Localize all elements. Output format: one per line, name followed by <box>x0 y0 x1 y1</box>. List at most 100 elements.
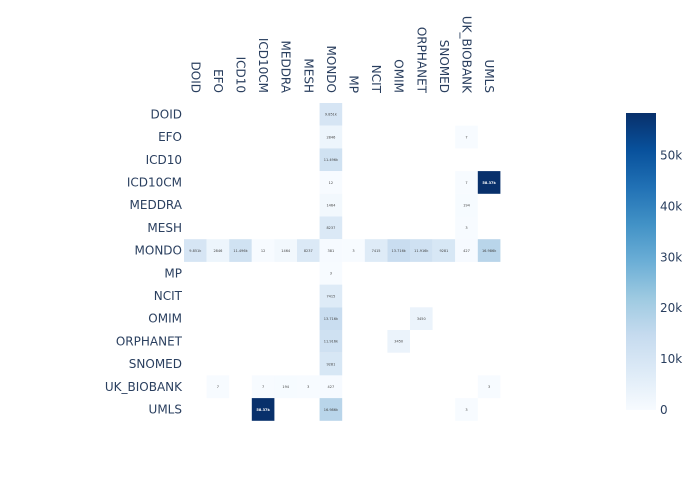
heatmap-cell-mp-mondo[interactable] <box>319 261 343 285</box>
heatmap-cell-efo-mondo[interactable] <box>319 125 343 149</box>
heatmap-cell-icd10cm-umls[interactable] <box>477 171 501 194</box>
heatmap-cell-mondo-mp[interactable] <box>342 239 365 262</box>
cell-value-label: 427 <box>463 249 470 253</box>
heatmap-cell-mondo-efo[interactable] <box>206 239 230 262</box>
heatmap-cell-mondo-uk-biobank[interactable] <box>455 239 478 262</box>
heatmap-cell-doid-mondo[interactable] <box>319 103 343 126</box>
heatmap-cell-omim-orphanet[interactable] <box>410 307 433 330</box>
x-tick-mesh: MESH <box>301 58 315 93</box>
y-tick-doid: DOID <box>151 107 182 121</box>
cell-value-label: 3450 <box>394 340 403 344</box>
heatmap-cell-umls-icd10cm[interactable] <box>251 398 275 421</box>
heatmap-cell-mondo-umls[interactable] <box>477 239 501 262</box>
y-tick-mesh: MESH <box>147 221 182 235</box>
cell-value-label: 7 <box>262 385 264 389</box>
cell-value-label: 3 <box>330 272 332 276</box>
heatmap-cell-uk-biobank-efo[interactable] <box>206 375 230 399</box>
heatmap-cell-orphanet-omim[interactable] <box>387 330 410 353</box>
heatmap-cell-mondo-mesh[interactable] <box>297 239 320 262</box>
heatmap-cell-ncit-mondo[interactable] <box>319 284 343 308</box>
x-tick-omim: OMIM <box>392 59 406 93</box>
cell-value-label: 16.986k <box>324 408 339 412</box>
x-axis: DOID EFO ICD10 ICD10CM MEDDRA MESH MONDO MP NCIT… <box>188 16 496 94</box>
heatmap-cell-uk-biobank-icd10cm[interactable] <box>251 375 275 399</box>
colorbar-tick-20k: 20k <box>660 301 682 315</box>
x-tick-umls: UMLS <box>482 60 496 93</box>
x-tick-icd10cm: ICD10CM <box>256 38 270 93</box>
heatmap-cell-snomed-mondo[interactable] <box>319 352 343 376</box>
x-tick-orphanet: ORPHANET <box>414 27 428 94</box>
cell-value-label: 3 <box>307 385 309 389</box>
x-tick-meddra: MEDDRA <box>279 41 293 94</box>
cell-value-label: 2846 <box>326 135 335 139</box>
heatmap-cell-mondo-icd10cm[interactable] <box>251 239 275 262</box>
heatmap-cell-mondo-mondo[interactable] <box>319 239 343 262</box>
y-tick-omim: OMIM <box>148 312 182 326</box>
heatmap-cell-mesh-mondo[interactable] <box>319 216 343 240</box>
cell-value-label: 3450 <box>417 317 426 321</box>
heatmap-cell-umls-mondo[interactable] <box>319 398 343 421</box>
heatmap-cell-uk-biobank-mesh[interactable] <box>297 375 320 399</box>
heatmap-cell-labels: 9.851k 2846 7 11.496k 12 7 58.37k 1464 194 8237 3 9… <box>189 113 497 412</box>
heatmap-cell-orphanet-mondo[interactable] <box>319 330 343 353</box>
x-tick-mp: MP <box>347 75 361 93</box>
cell-value-label: 13.716k <box>392 249 407 253</box>
heatmap-cell-mondo-meddra[interactable] <box>274 239 297 262</box>
cell-value-label: 381 <box>328 249 335 253</box>
heatmap-cell-efo-uk-biobank[interactable] <box>455 125 478 149</box>
heatmap-cell-icd10cm-mondo[interactable] <box>319 171 343 194</box>
cell-value-label: 3 <box>465 408 467 412</box>
colorbar-tick-0: 0 <box>660 403 668 417</box>
heatmap-cell-mondo-ncit[interactable] <box>364 239 388 262</box>
cell-value-label: 1464 <box>326 203 336 207</box>
heatmap-cell-umls-uk-biobank[interactable] <box>455 398 478 421</box>
heatmap-cell-icd10-mondo[interactable] <box>319 148 343 172</box>
heatmap-cell-mondo-omim[interactable] <box>387 239 410 262</box>
cell-value-label: 7415 <box>372 249 381 253</box>
cell-value-label: 11.916k <box>324 340 339 344</box>
heatmap-cell-mesh-uk-biobank[interactable] <box>455 216 478 240</box>
colorbar-gradient <box>626 113 656 410</box>
y-tick-ncit: NCIT <box>154 289 183 303</box>
heatmap-cell-uk-biobank-mondo[interactable] <box>319 375 343 399</box>
cell-value-label: 7415 <box>326 294 335 298</box>
y-tick-icd10cm: ICD10CM <box>127 175 182 189</box>
cell-value-label: 11.916k <box>414 249 429 253</box>
heatmap-cells <box>184 103 501 421</box>
cell-value-label: 12 <box>329 181 333 185</box>
y-tick-mondo: MONDO <box>135 244 182 258</box>
heatmap-cell-uk-biobank-meddra[interactable] <box>274 375 297 399</box>
y-axis: DOID EFO ICD10 ICD10CM MEDDRA MESH MONDO MP NCIT… <box>105 107 183 416</box>
cell-value-label: 16.986k <box>482 249 497 253</box>
heatmap-cell-mondo-snomed[interactable] <box>432 239 456 262</box>
heatmap-cell-icd10cm-uk-biobank[interactable] <box>455 171 478 194</box>
cell-value-label: 7 <box>465 181 467 185</box>
colorbar-tick-40k: 40k <box>660 199 682 213</box>
y-tick-orphanet: ORPHANET <box>116 334 183 348</box>
x-tick-icd10: ICD10 <box>234 57 248 93</box>
colorbar-tick-10k: 10k <box>660 352 682 366</box>
cell-value-label: 2846 <box>213 249 222 253</box>
heatmap-cell-meddra-mondo[interactable] <box>319 193 343 217</box>
cell-value-label: 194 <box>282 385 289 389</box>
cell-value-label: 11.496k <box>324 158 339 162</box>
cell-value-label: 9281 <box>326 362 335 366</box>
y-tick-meddra: MEDDRA <box>130 198 183 212</box>
y-tick-snomed: SNOMED <box>129 357 182 371</box>
y-tick-uk-biobank: UK_BIOBANK <box>105 380 183 394</box>
cell-value-label: 58.37k <box>256 408 270 412</box>
heatmap-cell-mondo-orphanet[interactable] <box>410 239 433 262</box>
colorbar: 0 10k 20k 30k 40k 50k <box>626 113 682 417</box>
x-tick-doid: DOID <box>188 62 202 93</box>
heatmap-cell-omim-mondo[interactable] <box>319 307 343 330</box>
heatmap-cell-uk-biobank-umls[interactable] <box>477 375 501 399</box>
cell-value-label: 427 <box>328 385 335 389</box>
x-tick-uk-biobank: UK_BIOBANK <box>460 16 474 94</box>
y-tick-umls: UMLS <box>149 402 182 416</box>
colorbar-ticks: 0 10k 20k 30k 40k 50k <box>660 149 682 417</box>
heatmap-cell-mondo-icd10[interactable] <box>229 239 252 262</box>
heatmap-cell-meddra-uk-biobank[interactable] <box>455 193 478 217</box>
heatmap-cell-mondo-doid[interactable] <box>184 239 207 262</box>
x-tick-ncit: NCIT <box>369 65 383 94</box>
